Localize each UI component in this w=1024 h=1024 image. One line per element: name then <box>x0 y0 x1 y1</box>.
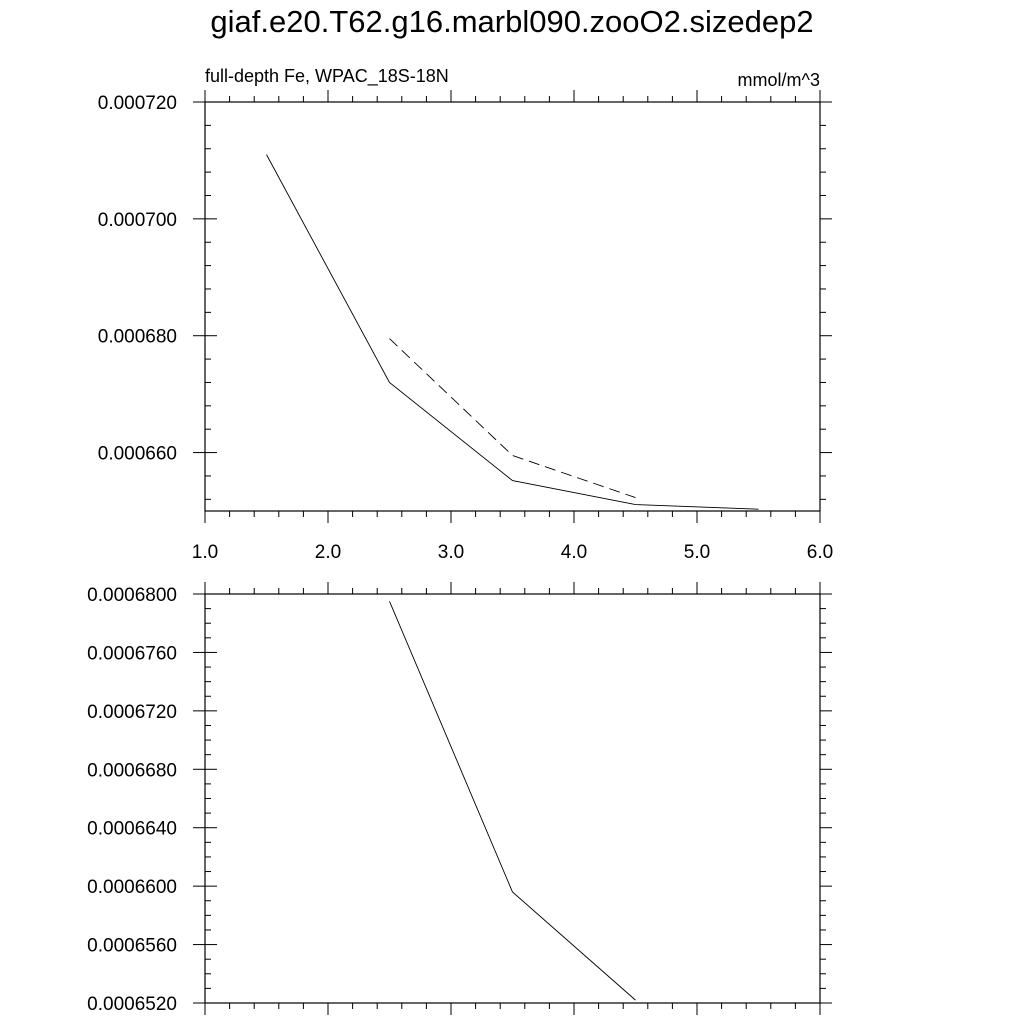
bottom-panel: 0.0006520 0.0006560 0.0006600 0.0006640 0.00… <box>87 582 832 1015</box>
top-panel-subtitle: full-depth Fe, WPAC_18S-18N <box>205 66 449 87</box>
plot-frame <box>204 593 821 1004</box>
y-tick-label: 0.0006680 <box>87 760 177 781</box>
y-tick-label: 0.0006640 <box>87 819 177 840</box>
chart-title: giaf.e20.T62.g16.marbl090.zooO2.sizedep2 <box>210 4 814 39</box>
plot-frame <box>204 101 821 512</box>
series-line-solid <box>389 601 636 1001</box>
x-tick-label: 1.0 <box>192 542 218 563</box>
y-tick-label: 0.000720 <box>98 93 177 114</box>
y-tick-label: 0.000680 <box>98 327 177 348</box>
x-tick-label: 6.0 <box>807 542 833 563</box>
y-tick-label: 0.0006520 <box>87 994 177 1015</box>
x-tick-label: 3.0 <box>438 542 464 563</box>
top-panel: full-depth Fe, WPAC_18S-18N mmol/m^3 1.0… <box>98 66 833 563</box>
series-line-solid <box>266 154 759 510</box>
x-tick-label: 2.0 <box>315 542 341 563</box>
top-panel-units: mmol/m^3 <box>738 70 820 90</box>
x-tick-label: 4.0 <box>561 542 587 563</box>
y-tick-label: 0.0006600 <box>87 877 177 898</box>
y-tick-label: 0.000660 <box>98 444 177 465</box>
y-tick-label: 0.0006760 <box>87 643 177 664</box>
series-line-dashed <box>389 338 636 499</box>
y-tick-label: 0.0006560 <box>87 936 177 957</box>
y-tick-label: 0.0006800 <box>87 585 177 606</box>
y-tick-label: 0.000700 <box>98 210 177 231</box>
x-tick-label: 5.0 <box>684 542 710 563</box>
y-tick-label: 0.0006720 <box>87 702 177 723</box>
